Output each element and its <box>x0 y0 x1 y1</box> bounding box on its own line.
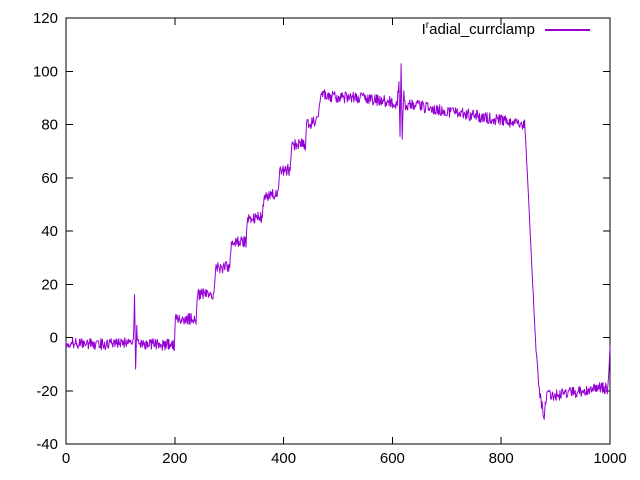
y-tick-label: -40 <box>36 436 58 453</box>
x-tick-label: 200 <box>162 450 187 467</box>
legend-label: Iradial_currclamp <box>421 20 535 39</box>
x-tick-label: 800 <box>489 450 514 467</box>
y-tick-label: 80 <box>41 117 58 134</box>
y-tick-label: 20 <box>41 276 58 293</box>
x-tick-label: 400 <box>271 450 296 467</box>
y-tick-label: -20 <box>36 383 58 400</box>
legend-line-sample <box>545 29 590 31</box>
x-axis: 0 200 400 600 800 1000 <box>62 18 627 467</box>
y-tick-label: 120 <box>33 10 58 27</box>
y-tick-label: 40 <box>41 223 58 240</box>
legend: Iradial_currclamp <box>422 21 590 39</box>
y-tick-label: 60 <box>41 170 58 187</box>
x-tick-label: 600 <box>380 450 405 467</box>
y-axis: -40 -20 0 20 40 60 80 100 120 <box>33 10 610 453</box>
y-tick-label: 0 <box>50 330 58 347</box>
plot-border <box>65 17 611 445</box>
y-tick-label: 100 <box>33 63 58 80</box>
x-tick-label: 1000 <box>593 450 626 467</box>
x-tick-label: 0 <box>62 450 70 467</box>
data-line <box>65 63 611 420</box>
